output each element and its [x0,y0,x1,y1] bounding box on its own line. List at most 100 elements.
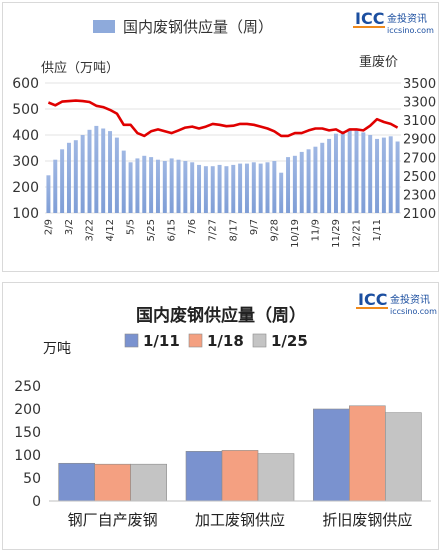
top-right-tick-label: 2100 [403,207,436,222]
top-bar [155,159,160,213]
top-bar [320,142,325,213]
bottom-bar-groups [58,405,422,502]
top-left-tick-label: 200 [12,180,39,196]
icc-logo: ICC 金投资讯 iccsino.com [353,9,434,35]
top-bar [190,162,195,213]
top-bar [114,137,119,213]
top-bar [46,175,51,213]
top-bar [94,125,99,213]
top-bar [306,149,311,213]
bottom-legend-swatch [188,333,203,348]
bottom-category-label: 折旧废钢供应 [322,511,412,529]
legend-swatch-supply [93,20,115,33]
bottom-category-label: 加工废钢供应 [195,511,285,529]
top-bar [217,164,222,213]
top-bar [128,162,133,213]
top-x-tick-label: 5/5 [126,219,137,235]
logo-cn-name: 金投资讯 [390,293,430,306]
supply-by-source-panel: ICC 金投资讯 iccsino.com 国内废钢供应量（周） 万吨 1/11 1… [2,282,439,550]
top-bar [203,166,208,213]
top-bar [333,133,338,213]
bottom-bar [313,408,350,502]
top-bar [87,129,92,213]
bottom-bar [349,405,386,502]
top-bar [149,157,154,213]
top-bar [368,135,373,213]
top-bar [375,138,380,213]
top-bar [354,129,359,213]
top-bar [244,163,249,213]
bottom-bar [257,453,295,502]
legend-label-supply: 国内废钢供应量（周） [123,18,273,36]
bottom-legend-swatch [124,333,139,348]
supply-by-source-chart: ICC 金投资讯 iccsino.com 国内废钢供应量（周） 万吨 1/11 1… [14,290,437,529]
top-bar [251,162,256,213]
top-bar [224,166,229,213]
top-left-tick-label: 500 [12,102,39,118]
top-bar [101,128,106,213]
bottom-y-tick-label: 150 [14,425,41,441]
top-x-tick-label: 9/28 [269,219,280,241]
top-x-tick-label: 7/6 [187,219,198,235]
supply-trend-chart: 100 200 300 400 500 600 2100 2300 2500 2700 2900 3… [12,9,436,248]
top-bar [135,158,140,213]
top-x-tick-label: 1/11 [372,219,383,241]
top-bar [176,159,181,213]
left-axis-title: 供应（万吨） [41,60,119,76]
bottom-y-tick-label: 50 [23,471,41,487]
top-right-tick-label: 3500 [403,77,436,92]
top-bar-series [46,125,400,213]
bottom-bar [385,412,422,502]
top-right-tick-label: 2700 [403,151,436,166]
logo-cn-name: 金投资讯 [387,12,427,25]
top-right-tick-label: 3100 [403,114,436,129]
bottom-y-tick-label: 200 [14,402,41,418]
top-bar [238,163,243,213]
top-bar [231,164,236,213]
top-x-tick-label: 8/17 [228,219,239,241]
top-left-tick-label: 400 [12,128,39,144]
logo-accent-bar [353,26,385,28]
top-bar [197,164,202,213]
top-x-tick-label: 10/19 [290,219,301,248]
bottom-bar [221,450,259,502]
top-bar [327,138,332,213]
top-x-tick-label: 11/29 [331,219,342,248]
top-bar [313,146,318,213]
bottom-x-axis-categories: 钢厂自产废钢 加工废钢供应 折旧废钢供应 [68,511,413,529]
top-bar [60,149,65,213]
top-bar [279,172,284,213]
top-x-tick-label: 4/12 [105,219,116,241]
top-x-tick-label: 3/22 [85,219,96,241]
top-bar [108,131,113,213]
top-bar [272,161,277,213]
top-x-tick-label: 11/9 [310,219,321,241]
bottom-y-axis-ticks: 0 50 100 150 200 250 [14,379,41,510]
top-bar [53,159,58,213]
top-bar [142,155,147,213]
top-x-tick-label: 12/21 [352,219,363,248]
top-x-tick-label: 2/9 [43,219,54,235]
top-left-axis-ticks: 100 200 300 400 500 600 [12,76,39,222]
bottom-bar [94,463,131,502]
top-left-tick-label: 100 [12,206,39,222]
top-bar [361,132,366,213]
top-bar [210,166,215,213]
top-bar [299,151,304,213]
bottom-y-tick-label: 250 [14,379,41,395]
top-bar [73,140,78,213]
top-price-line-series [47,99,399,138]
top-x-tick-label: 9/7 [249,219,260,235]
top-bar [340,131,345,213]
bottom-legend-label: 1/18 [207,332,244,350]
top-x-tick-label: 7/27 [208,219,219,241]
top-bar [121,150,126,213]
top-x-axis-ticks: 2/9 3/2 3/22 4/12 5/5 5/25 6/15 7/6 7/27 8/17 9/7 9… [43,219,383,248]
top-bar [80,135,85,213]
top-right-axis-ticks: 2100 2300 2500 2700 2900 3100 3300 3500 [403,77,436,222]
top-bar [381,137,386,213]
chart-title: 国内废钢供应量（周） [136,305,306,326]
top-bar [265,162,270,213]
logo-domain: iccsino.com [387,26,434,35]
top-right-tick-label: 2500 [403,170,436,185]
